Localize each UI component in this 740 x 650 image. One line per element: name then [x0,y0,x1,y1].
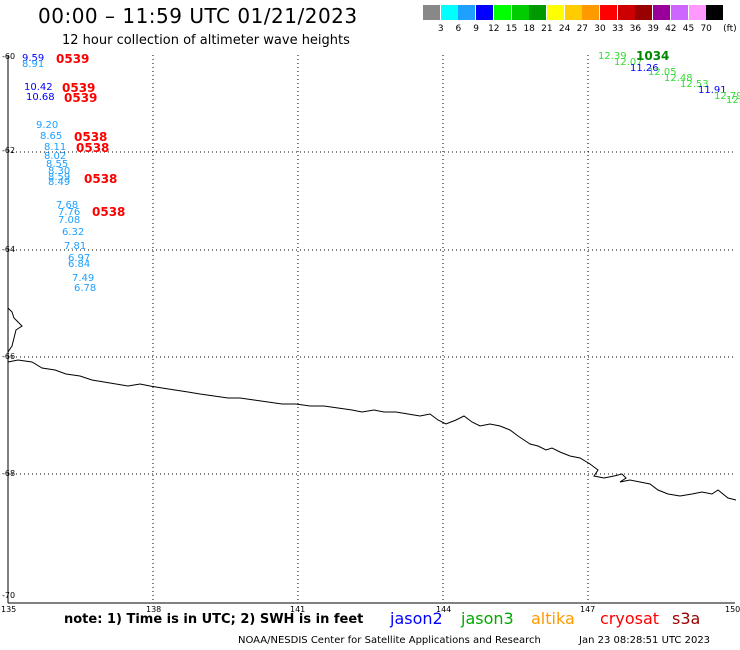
legend-swatch [582,5,600,20]
map-frame [7,55,735,604]
lat-label: -64 [2,245,16,254]
legend-swatch [546,5,564,20]
legend-label: 6 [455,24,462,34]
lon-label: 138 [146,605,162,614]
wave-height-value: 12.45 [726,95,740,106]
wave-height-value: 7.08 [58,215,81,226]
pass-time-label: 0538 [92,205,126,219]
wave-height-value: 8.55 [46,159,69,170]
lon-label: 147 [580,605,596,614]
legend-swatch [458,5,476,20]
legend-label: 21 [541,24,553,34]
legend-swatch [423,5,440,20]
wave-height-value: 8.11 [44,142,67,153]
wave-height-value: 8.02 [44,151,67,162]
lat-label: -68 [2,469,16,478]
legend-label: 18 [523,24,535,34]
pass-time-label: 0538 [74,130,108,144]
legend-label: 42 [665,24,677,34]
legend-swatch [529,5,547,20]
wave-height-value: 12.39 [598,51,627,62]
satellite-s3a: s3a [672,609,701,628]
satellite-jason3: jason3 [461,609,514,628]
legend-label: 12 [488,24,500,34]
wave-height-value: 7.68 [56,200,79,211]
credit-line: NOAA/NESDIS Center for Satellite Applica… [238,635,541,646]
wave-height-value: 9.20 [36,120,59,131]
pass-time-label: 0539 [56,52,90,66]
legend-label: 33 [611,24,624,34]
satellite-altika: altika [531,609,575,628]
satellite-cryosat: cryosat [600,609,660,628]
pass-time-label: 0539 [64,91,98,105]
wave-height-value: 10.42 [24,82,53,93]
legend-label: 24 [558,24,571,34]
wave-height-value: 11.26 [630,63,659,74]
wave-height-value: 12.53 [680,79,709,90]
pass-time-label: 0539 [62,81,96,95]
wave-height-value: 7.81 [64,241,87,252]
wave-height-value: 10.68 [26,92,55,103]
legend-label: 9 [473,24,479,34]
lon-label: 135 [1,605,17,614]
legend-swatch [493,5,511,20]
pass-time-label: 0538 [76,141,110,155]
pass-time-label: 1034 [636,49,670,63]
wave-height-value: 8.65 [40,131,63,142]
lon-label: 144 [436,605,452,614]
pass-time-label: 0538 [84,172,118,186]
wave-height-value: 6.97 [68,253,91,264]
legend-swatch [600,5,617,20]
wave-height-value: 6.32 [62,227,85,238]
lat-label: -66 [2,352,16,361]
legend-label: 36 [629,24,642,34]
wave-height-value: 8.59 [48,172,71,183]
lat-label: -62 [2,146,16,155]
wave-height-value: 12.48 [664,73,693,84]
map-title: 00:00 – 11:59 UTC 01/21/2023 [38,4,358,28]
legend-swatch [476,5,494,20]
legend-swatch [635,5,653,20]
satellite-jason2: jason2 [390,609,443,628]
legend-label: 30 [594,24,606,34]
legend-swatch [706,5,724,20]
lat-label: -70 [2,591,16,600]
legend-swatch [564,5,582,20]
graticule [8,55,735,603]
legend-swatch [617,5,635,20]
wave-height-value: 6.84 [68,259,91,270]
wave-height-value: 8.49 [48,177,71,188]
legend-swatch [688,5,706,20]
legend-label: 15 [505,24,518,34]
legend-swatch [511,5,529,20]
legend-label: 45 [682,24,695,34]
legend-label: 3 [437,24,444,34]
wave-height-value: 8.30 [48,166,71,177]
wave-height-value: 7.76 [58,207,81,218]
wave-height-value: 7.49 [72,273,95,284]
wave-height-value: 8.91 [22,59,45,70]
legend-swatch [670,5,688,20]
map-subtitle: 12 hour collection of altimeter wave hei… [62,33,350,48]
legend-label: 39 [647,24,659,34]
legend-unit: (ft) [723,24,737,34]
legend-label: 70 [700,24,712,34]
lon-label: 150 [725,605,740,614]
antarctic-coastline [7,307,737,501]
legend-swatch [653,5,671,20]
wave-height-value: 11.91 [698,85,727,96]
wave-height-value: 6.78 [74,283,97,294]
wave-height-value: 12.05 [648,67,677,78]
lat-label: -60 [2,52,16,61]
footer-note: note: 1) Time is in UTC; 2) SWH is in fe… [64,612,364,627]
legend-swatch [440,5,458,20]
legend-label: 27 [576,24,589,34]
wave-height-value: 12.07 [614,57,643,68]
generation-timestamp: Jan 23 08:28:51 UTC 2023 [579,635,711,646]
lon-label: 141 [290,605,306,614]
wave-height-value: 12.79 [714,91,740,102]
wave-height-value: 9.59 [22,53,45,64]
